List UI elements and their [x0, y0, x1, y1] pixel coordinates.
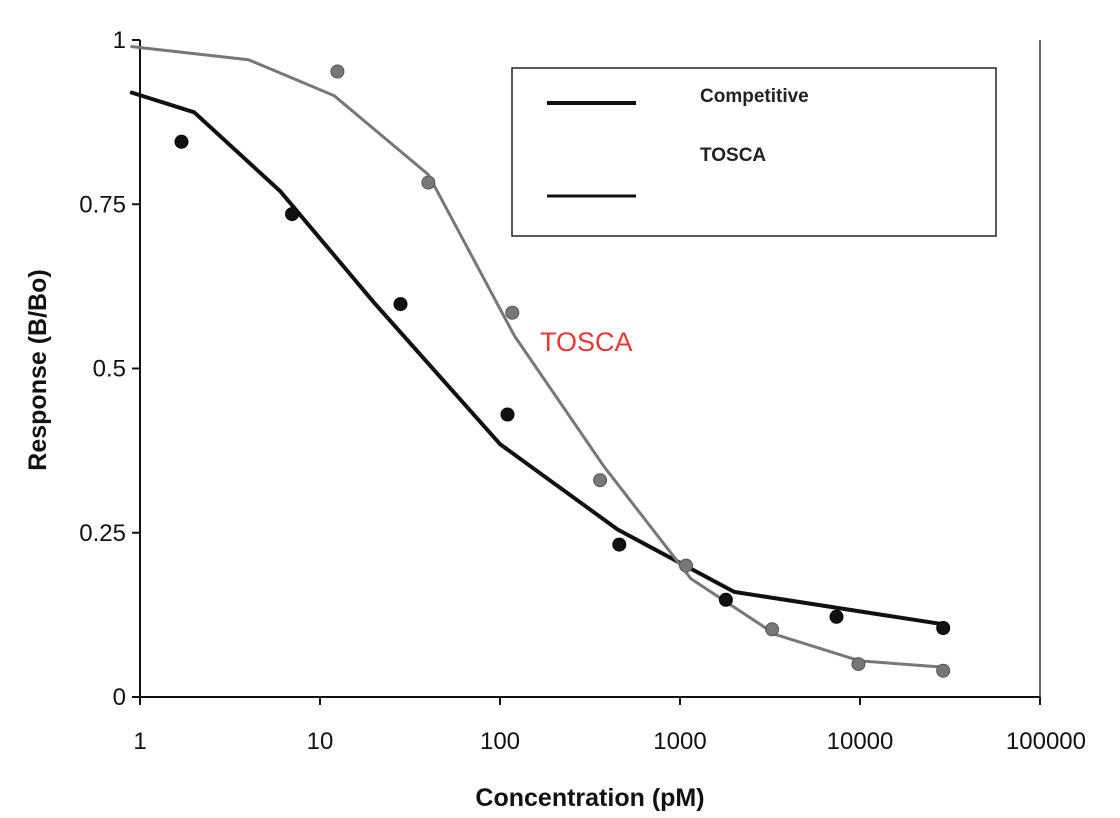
- point-competitive: [718, 592, 733, 607]
- point-competitive: [500, 407, 515, 422]
- point-competitive: [612, 537, 627, 552]
- y-tick-label: 0.5: [93, 356, 126, 383]
- legend: Competitive TOSCA: [511, 67, 997, 237]
- x-axis-ticks: 1 10 100 1000 10000 100000: [133, 697, 1086, 755]
- x-tick-label: 1: [133, 728, 146, 755]
- point-competitive: [285, 207, 300, 222]
- point-competitive: [174, 134, 189, 149]
- x-tick-label: 10: [307, 728, 334, 755]
- point-competitive: [936, 621, 951, 635]
- point-competitive: [393, 297, 408, 312]
- point-tosca: [593, 473, 608, 488]
- point-tosca: [936, 663, 951, 678]
- curve-tosca: [130, 45, 948, 669]
- x-tick-label: 1000: [653, 728, 706, 755]
- x-tick-label: 100000: [1006, 728, 1086, 755]
- legend-label-competitive: Competitive: [700, 86, 809, 107]
- point-tosca: [851, 657, 866, 672]
- x-axis-title: Concentration (pM): [475, 784, 704, 812]
- point-tosca: [505, 305, 520, 320]
- point-tosca: [421, 175, 436, 190]
- point-tosca: [765, 622, 780, 637]
- point-tosca: [679, 558, 693, 573]
- x-tick-label: 100: [480, 728, 520, 755]
- x-tick-label: 10000: [827, 728, 894, 755]
- y-tick-label: 0.25: [79, 520, 126, 547]
- point-tosca: [330, 64, 345, 79]
- y-tick-label: 0: [113, 684, 126, 711]
- curve-competitive: [129, 90, 948, 627]
- y-tick-label: 0.75: [79, 191, 126, 218]
- fit-curves: [129, 45, 948, 669]
- y-axis-ticks: 0 0.25 0.5 0.75 1: [79, 27, 140, 711]
- y-tick-label: 1: [113, 27, 126, 54]
- data-points: [174, 64, 951, 678]
- y-axis-title: Response (B/Bo): [24, 269, 52, 470]
- point-competitive: [829, 609, 844, 624]
- legend-label-tosca: TOSCA: [700, 145, 766, 166]
- annotation-tosca-label: TOSCA: [540, 327, 633, 357]
- legend-box: [511, 67, 997, 237]
